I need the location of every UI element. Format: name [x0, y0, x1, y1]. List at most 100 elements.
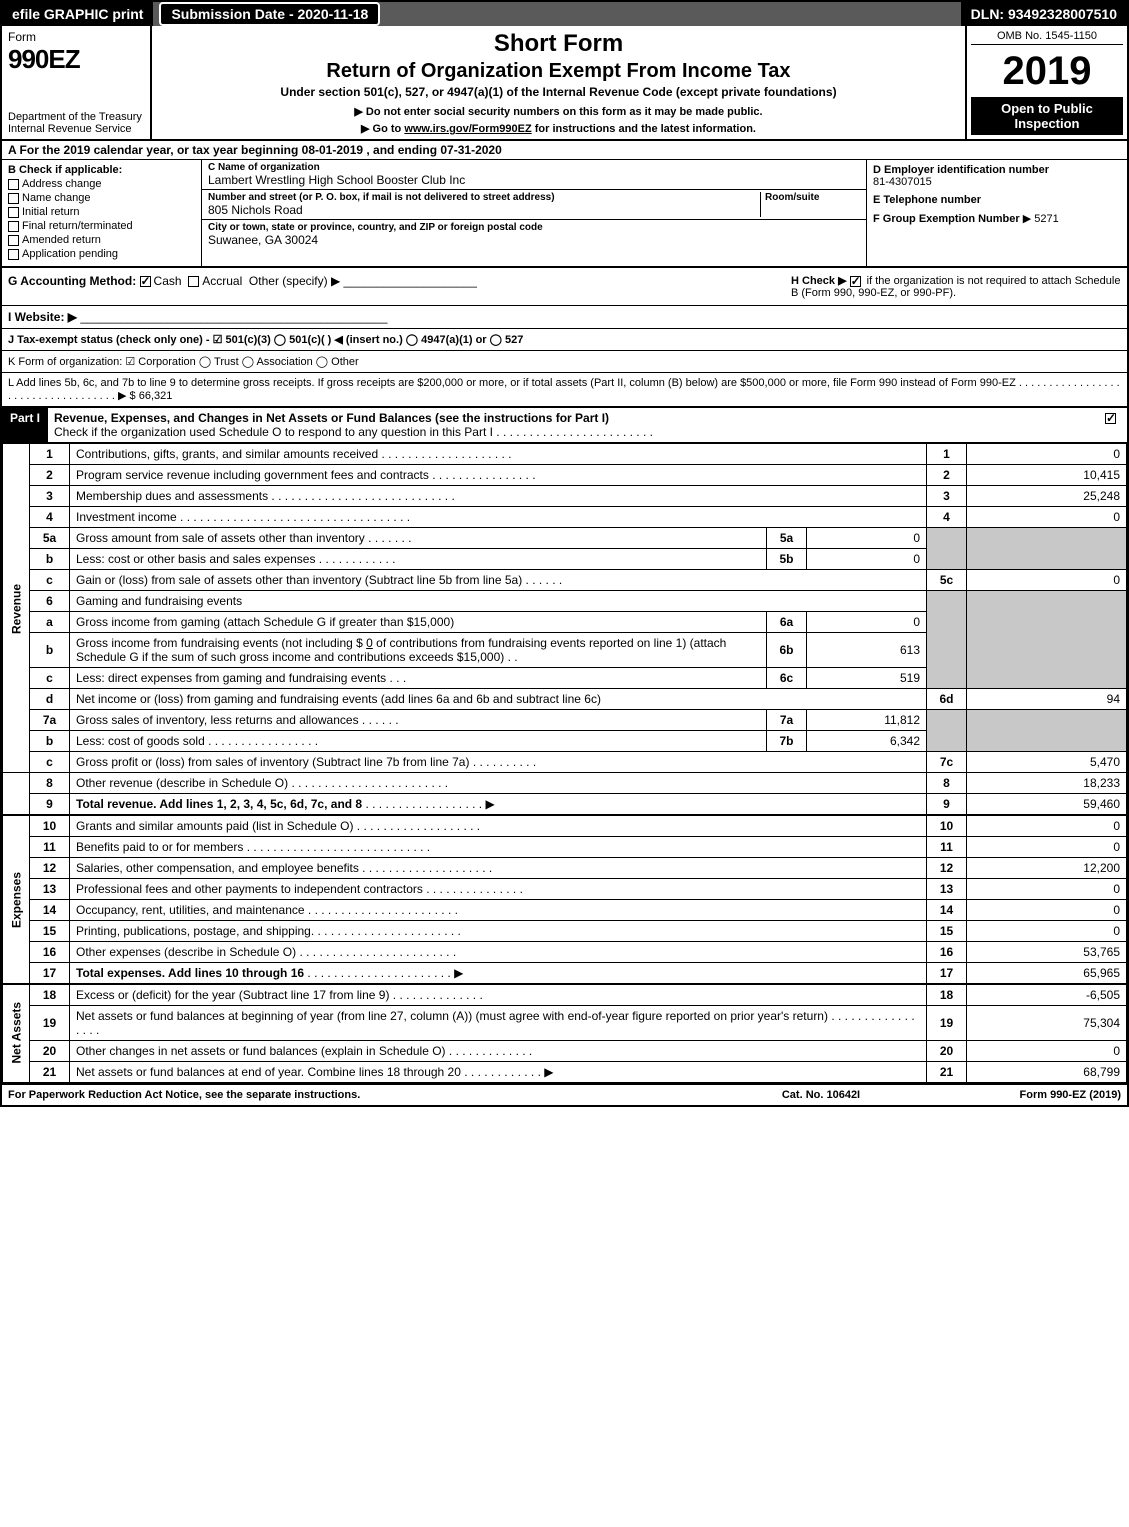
- cb-cash[interactable]: [140, 276, 151, 287]
- l6c-num: c: [30, 668, 70, 689]
- cb-initial-return[interactable]: Initial return: [8, 206, 195, 218]
- block-g-h: G Accounting Method: Cash Accrual Other …: [2, 268, 1127, 306]
- cb-accrual[interactable]: [188, 276, 199, 287]
- cb-initial-return-label: Initial return: [22, 206, 79, 218]
- l1-desc: Contributions, gifts, grants, and simila…: [76, 447, 378, 461]
- under-section: Under section 501(c), 527, or 4947(a)(1)…: [160, 85, 957, 99]
- c-addr-label: Number and street (or P. O. box, if mail…: [208, 192, 760, 203]
- cb-final-return[interactable]: Final return/terminated: [8, 220, 195, 232]
- l17-desc: Total expenses. Add lines 10 through 16: [76, 966, 304, 980]
- l6a-sn: 6a: [767, 612, 807, 633]
- accrual-label: Accrual: [202, 274, 242, 288]
- l11-num: 11: [30, 837, 70, 858]
- l17-ln: 17: [927, 963, 967, 985]
- l20-val: 0: [967, 1041, 1127, 1062]
- part1-checkbox[interactable]: [1097, 408, 1127, 442]
- l4-val: 0: [967, 507, 1127, 528]
- footer-formref: Form 990-EZ (2019): [921, 1089, 1121, 1101]
- org-address: 805 Nichols Road: [208, 203, 760, 217]
- l6b-d1u: 0: [366, 636, 373, 650]
- l3-num: 3: [30, 486, 70, 507]
- vlabel-netassets: Net Assets: [3, 984, 30, 1083]
- l9-ln: 9: [927, 794, 967, 816]
- l14-num: 14: [30, 900, 70, 921]
- l2-ln: 2: [927, 465, 967, 486]
- block-j: J Tax-exempt status (check only one) - ☑…: [2, 329, 1127, 351]
- l6c-desc: Less: direct expenses from gaming and fu…: [76, 671, 386, 685]
- l12-ln: 12: [927, 858, 967, 879]
- l15-ln: 15: [927, 921, 967, 942]
- l1-ln: 1: [927, 444, 967, 465]
- l15-desc: Printing, publications, postage, and shi…: [76, 924, 314, 938]
- l6c-sv: 519: [807, 668, 927, 689]
- form-page: efile GRAPHIC print Submission Date - 20…: [0, 0, 1129, 1107]
- header-center: Short Form Return of Organization Exempt…: [152, 26, 967, 139]
- cb-application-pending-label: Application pending: [22, 248, 118, 260]
- cb-amended-return[interactable]: Amended return: [8, 234, 195, 246]
- l6-shade-val: [967, 591, 1127, 689]
- row-7c: c Gross profit or (loss) from sales of i…: [3, 752, 1127, 773]
- l21-desc: Net assets or fund balances at end of ye…: [76, 1065, 461, 1079]
- l21-num: 21: [30, 1062, 70, 1083]
- l21-val: 68,799: [967, 1062, 1127, 1083]
- part1-header-row: Part I Revenue, Expenses, and Changes in…: [2, 408, 1127, 443]
- footer-left: For Paperwork Reduction Act Notice, see …: [8, 1089, 721, 1101]
- l6a-sv: 0: [807, 612, 927, 633]
- l6a-desc: Gross income from gaming (attach Schedul…: [70, 612, 767, 633]
- l19-val: 75,304: [967, 1006, 1127, 1041]
- l8-desc: Other revenue (describe in Schedule O): [76, 776, 288, 790]
- l4-num: 4: [30, 507, 70, 528]
- cb-address-change[interactable]: Address change: [8, 178, 195, 190]
- cb-name-change[interactable]: Name change: [8, 192, 195, 204]
- l6-desc: Gaming and fundraising events: [70, 591, 927, 612]
- page-footer: For Paperwork Reduction Act Notice, see …: [2, 1083, 1127, 1105]
- l5c-desc: Gain or (loss) from sale of assets other…: [76, 573, 522, 587]
- group-exemption-value: ▶ 5271: [1023, 213, 1059, 225]
- cash-label: Cash: [154, 274, 182, 288]
- l5b-desc: Less: cost or other basis and sales expe…: [76, 552, 315, 566]
- box-c: C Name of organization Lambert Wrestling…: [202, 160, 867, 266]
- g-accounting: G Accounting Method: Cash Accrual Other …: [8, 274, 791, 299]
- l7c-desc: Gross profit or (loss) from sales of inv…: [76, 755, 469, 769]
- l6c-sn: 6c: [767, 668, 807, 689]
- l1-val: 0: [967, 444, 1127, 465]
- submission-date: Submission Date - 2020-11-18: [159, 2, 380, 26]
- l10-val: 0: [967, 815, 1127, 837]
- l14-ln: 14: [927, 900, 967, 921]
- title-return: Return of Organization Exempt From Incom…: [160, 60, 957, 83]
- l18-desc: Excess or (deficit) for the year (Subtra…: [76, 988, 389, 1002]
- l8-val: 18,233: [967, 773, 1127, 794]
- cb-application-pending[interactable]: Application pending: [8, 248, 195, 260]
- l20-num: 20: [30, 1041, 70, 1062]
- l15-num: 15: [30, 921, 70, 942]
- omb-number: OMB No. 1545-1150: [971, 30, 1123, 45]
- row-2: 2 Program service revenue including gove…: [3, 465, 1127, 486]
- l2-desc: Program service revenue including govern…: [76, 468, 429, 482]
- org-city: Suwanee, GA 30024: [208, 233, 860, 247]
- cb-h[interactable]: [850, 276, 861, 287]
- row-12: 12 Salaries, other compensation, and emp…: [3, 858, 1127, 879]
- room-label: Room/suite: [765, 192, 860, 203]
- row-7a: 7a Gross sales of inventory, less return…: [3, 710, 1127, 731]
- note2-pre: ▶ Go to: [361, 123, 404, 135]
- l11-desc: Benefits paid to or for members: [76, 840, 243, 854]
- l11-ln: 11: [927, 837, 967, 858]
- g-label: G Accounting Method:: [8, 274, 136, 288]
- row-13: 13 Professional fees and other payments …: [3, 879, 1127, 900]
- header-right: OMB No. 1545-1150 2019 Open to Public In…: [967, 26, 1127, 139]
- l5c-ln: 5c: [927, 570, 967, 591]
- irs-link[interactable]: www.irs.gov/Form990EZ: [404, 123, 531, 135]
- l17-num: 17: [30, 963, 70, 985]
- l7c-num: c: [30, 752, 70, 773]
- row-16: 16 Other expenses (describe in Schedule …: [3, 942, 1127, 963]
- l16-num: 16: [30, 942, 70, 963]
- l7c-ln: 7c: [927, 752, 967, 773]
- box-b: B Check if applicable: Address change Na…: [2, 160, 202, 266]
- c-name-label: C Name of organization: [208, 162, 860, 173]
- cb-final-return-label: Final return/terminated: [22, 220, 133, 232]
- note-link: ▶ Go to www.irs.gov/Form990EZ for instru…: [160, 122, 957, 135]
- h-label: H Check ▶: [791, 275, 847, 287]
- l6b-num: b: [30, 633, 70, 668]
- l9-num: 9: [30, 794, 70, 816]
- l7a-num: 7a: [30, 710, 70, 731]
